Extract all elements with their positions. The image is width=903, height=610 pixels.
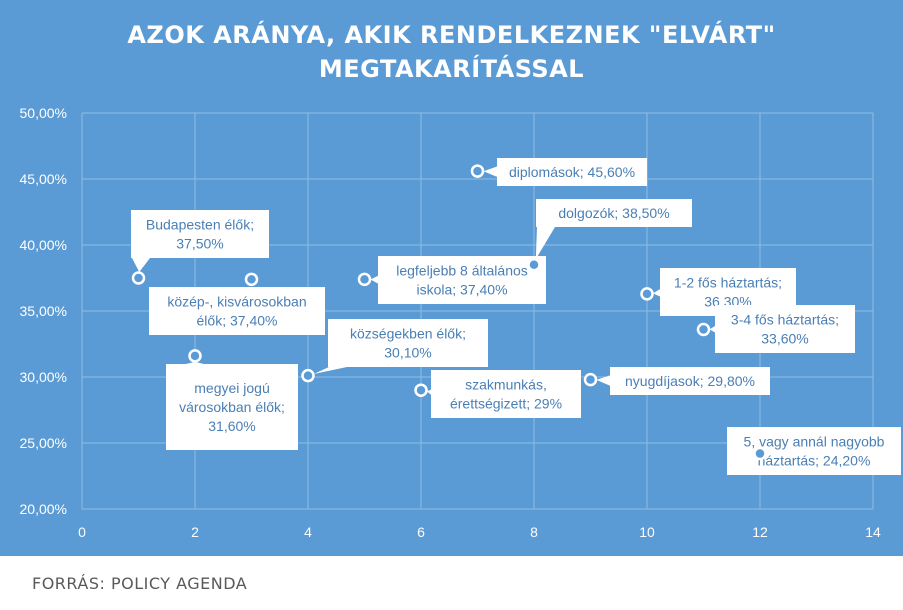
data-point	[357, 272, 372, 287]
x-tick-label: 0	[78, 524, 86, 540]
data-label: 1-2 fős háztartás;	[674, 275, 782, 291]
x-tick-label: 12	[752, 524, 768, 540]
callout-box	[328, 319, 488, 367]
data-label: diplomások; 45,60%	[509, 164, 635, 180]
data-label: dolgozók; 38,50%	[558, 205, 669, 221]
x-tick-label: 2	[191, 524, 199, 540]
callout-box	[536, 199, 692, 227]
y-tick-label: 20,00%	[20, 501, 67, 517]
chart-area: AZOK ARÁNYA, AKIK RENDELKEZNEK "ELVÁRT" …	[0, 0, 903, 556]
data-point	[527, 258, 541, 272]
y-tick-label: 50,00%	[20, 105, 67, 121]
y-tick-label: 45,00%	[20, 171, 67, 187]
y-tick-label: 35,00%	[20, 303, 67, 319]
data-label: városokban élők;	[179, 399, 285, 415]
data-label: Budapesten élők;	[146, 217, 254, 233]
data-label: háztartás; 24,20%	[758, 453, 871, 469]
data-label: 5, vagy annál nagyobb	[744, 434, 885, 450]
data-point	[696, 322, 711, 337]
data-label: iskola; 37,40%	[416, 282, 507, 298]
callout-box	[166, 364, 298, 450]
data-label: szakmunkás,	[465, 377, 547, 393]
data-label: 33,60%	[761, 331, 808, 347]
data-label: közép-, kisvárosokban	[167, 294, 306, 310]
data-label: 31,60%	[208, 418, 255, 434]
x-tick-label: 10	[639, 524, 655, 540]
data-label: 3-4 fős háztartás;	[731, 312, 839, 328]
callout-box	[497, 158, 647, 186]
callout-box	[149, 287, 325, 335]
data-label: 37,50%	[176, 236, 223, 252]
data-label: érettségizett; 29%	[450, 396, 562, 412]
data-point	[301, 368, 315, 383]
data-label: nyugdíjasok; 29,80%	[625, 373, 755, 389]
x-tick-label: 6	[417, 524, 425, 540]
y-tick-label: 30,00%	[20, 369, 67, 385]
y-tick-label: 40,00%	[20, 237, 67, 253]
callout-box	[131, 210, 269, 258]
data-label: megyei jogú	[194, 380, 270, 396]
callout-box	[715, 305, 855, 353]
x-tick-label: 14	[865, 524, 881, 540]
y-tick-label: 25,00%	[20, 435, 67, 451]
data-point	[244, 272, 259, 287]
data-point	[640, 287, 654, 301]
callout-box	[431, 370, 581, 418]
data-point	[753, 446, 767, 461]
data-point	[414, 383, 428, 397]
data-point	[131, 271, 146, 285]
scatter-plot: 20,00% 25,00% 30,00% 35,00% 40,00% 45,00% 50,0…	[20, 105, 901, 540]
data-point	[470, 164, 485, 178]
data-point	[583, 372, 598, 387]
callout-box	[610, 367, 770, 395]
callout-pointer	[186, 361, 204, 364]
data-point	[188, 349, 202, 363]
x-tick-label: 8	[530, 524, 538, 540]
callout-pointer	[535, 227, 555, 260]
chart-title-line-1: AZOK ARÁNYA, AKIK RENDELKEZNEK "ELVÁRT"	[127, 21, 776, 49]
callout-pointer	[313, 367, 347, 375]
data-label: legfeljebb 8 általános	[396, 263, 528, 279]
chart-title: AZOK ARÁNYA, AKIK RENDELKEZNEK "ELVÁRT" …	[0, 18, 903, 86]
data-label: élők; 37,40%	[197, 313, 278, 329]
data-label: 30,10%	[384, 345, 431, 361]
data-label: községekben élők;	[350, 326, 466, 342]
x-tick-label: 4	[304, 524, 312, 540]
source-note: FORRÁS: POLICY AGENDA	[32, 574, 248, 593]
chart-title-line-2: MEGTAKARÍTÁSSAL	[318, 55, 585, 83]
callout-box	[378, 256, 546, 304]
callout-pointer	[132, 258, 150, 273]
